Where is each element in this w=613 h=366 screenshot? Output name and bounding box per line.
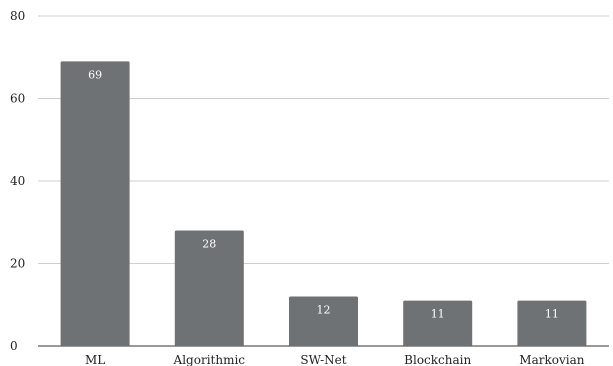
data-label: 12: [317, 304, 331, 317]
y-tick-label: 20: [10, 257, 25, 271]
x-tick-label: SW-Net: [300, 353, 346, 366]
data-label: 69: [88, 68, 102, 81]
x-tick-label: Markovian: [519, 353, 584, 366]
y-tick-label: 0: [10, 339, 18, 353]
y-axis-ticks: 0 20 40 60 80: [10, 9, 25, 353]
bar-blockchain: [403, 300, 473, 346]
y-tick-label: 40: [10, 174, 25, 188]
x-tick-label: ML: [85, 353, 105, 366]
x-tick-label: Blockchain: [404, 353, 471, 366]
bars: [60, 61, 587, 346]
data-label: 11: [431, 308, 445, 321]
data-labels: 69 28 12 11 11: [88, 68, 559, 320]
bar-ml: [60, 61, 130, 346]
y-tick-label: 80: [10, 9, 25, 23]
x-axis-ticks: ML Algorithmic SW-Net Blockchain Markovian: [85, 353, 585, 366]
bar-sw-net: [289, 296, 358, 346]
bar-algorithmic: [174, 230, 244, 346]
data-label: 28: [202, 238, 216, 251]
data-label: 11: [545, 308, 559, 321]
y-tick-label: 60: [10, 92, 25, 106]
gridlines: [38, 15, 609, 347]
x-tick-label: Algorithmic: [173, 353, 246, 366]
bar-markovian: [517, 300, 587, 346]
